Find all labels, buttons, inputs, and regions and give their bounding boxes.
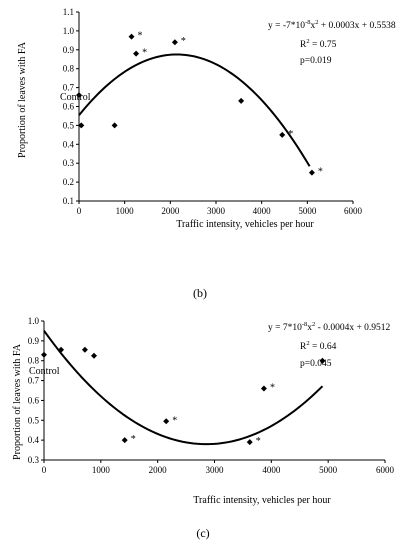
data-point [260,385,267,392]
x-tick-label: 2000 [161,206,180,216]
data-point [76,92,82,99]
data-point [41,351,47,358]
equation-b: y = -7*10-8x2 + 0.0003x + 0.5538 [268,19,396,31]
y-tick-label: 0.8 [28,356,40,366]
plot-area-b: 0 1000 2000 3000 4000 5000 6000 0.1 0.2 0.3 0.4 0.5… [63,7,363,216]
x-tick-label: 5000 [298,206,317,216]
y-axis-title-b: Proportion of leaves with FA [17,41,28,158]
x-tick-label: 2000 [149,465,168,475]
significance-mark: * [256,436,261,447]
r-squared-b: R2 = 0.75 [300,38,337,50]
x-tick-label: 0 [77,206,82,216]
y-tick-label: 0.5 [28,415,40,425]
x-axis-title-b: Traffic intensity, vehicles per hour [176,219,314,230]
trend-line [43,330,324,446]
data-point [308,169,315,176]
data-point [246,439,253,446]
data-point [91,352,98,359]
significance-mark: * [270,383,275,394]
y-tick-label: 0.7 [28,376,40,386]
data-point [238,97,245,104]
data-point [121,437,128,444]
y-tick-label: 0.9 [28,336,40,346]
data-point [319,357,326,364]
y-tick-label: 0.4 [63,139,75,149]
x-tick-label: 6000 [344,206,363,216]
panel-label-c: (c) [196,526,209,540]
data-points-b: * * * * * [76,31,323,178]
x-tick-label: 3000 [207,206,226,216]
x-tick-label: 1000 [92,465,111,475]
y-tick-label: 0.3 [28,455,40,465]
data-point [58,346,65,353]
x-tick-label: 4000 [253,206,272,216]
control-label-c: Control [29,366,60,377]
data-point [128,33,135,40]
p-value-c: p=0.045 [300,359,332,369]
x-tick-label: 5000 [319,465,338,475]
data-point [78,122,85,129]
y-tick-label: 1.0 [28,316,40,326]
y-tick-label: 0.3 [63,158,75,168]
equation-c: y = 7*10-8x2 - 0.0004x + 0.9512 [268,321,391,333]
plot-area-c: 0 1000 2000 3000 4000 5000 6000 0.3 0.4 0.5 0.6 0.7… [28,316,395,475]
x-tick-label: 3000 [206,465,225,475]
x-axis-title-c: Traffic intensity, vehicles per hour [193,495,331,506]
x-tick-label: 6000 [376,465,395,475]
significance-mark: * [142,48,147,59]
y-tick-label: 0.6 [63,102,75,112]
chart-panel-c: 0 1000 2000 3000 4000 5000 6000 0.3 0.4 0.5 0.6 0.7… [12,316,395,540]
y-tick-label: 0.8 [63,64,75,74]
y-tick-label: 1.1 [63,7,74,17]
data-point [81,346,88,353]
x-tick-label: 0 [42,465,47,475]
trend-line [78,53,311,167]
significance-mark: * [318,167,323,178]
significance-mark: * [138,31,143,42]
y-axis-title-c: Proportion of leaves with FA [12,343,23,460]
data-point [163,418,170,425]
data-point [279,131,286,138]
x-tick-label: 4000 [262,465,281,475]
r-squared-c: R2 = 0.64 [300,340,337,352]
data-point [171,39,178,46]
chart-panel-b: 0 1000 2000 3000 4000 5000 6000 0.1 0.2 0.3 0.4 0.5… [17,7,396,300]
data-point [133,50,140,57]
y-tick-label: 0.6 [28,395,40,405]
data-points-c: * * * * [41,346,326,447]
y-tick-label: 0.4 [28,435,40,445]
y-tick-label: 0.2 [63,177,74,187]
significance-mark: * [288,129,293,140]
y-tick-label: 0.7 [63,83,75,93]
y-tick-label: 0.5 [63,120,75,130]
y-tick-label: 1.0 [63,26,75,36]
significance-mark: * [172,415,177,426]
significance-mark: * [131,434,136,445]
significance-mark: * [181,36,186,47]
panel-label-b: (b) [193,286,207,300]
data-point [111,122,118,129]
p-value-b: p=0.019 [300,56,332,66]
y-tick-label: 0.9 [63,45,75,55]
control-label-b: Control [60,92,91,103]
x-tick-label: 1000 [116,206,135,216]
y-tick-label: 0.1 [63,196,74,206]
